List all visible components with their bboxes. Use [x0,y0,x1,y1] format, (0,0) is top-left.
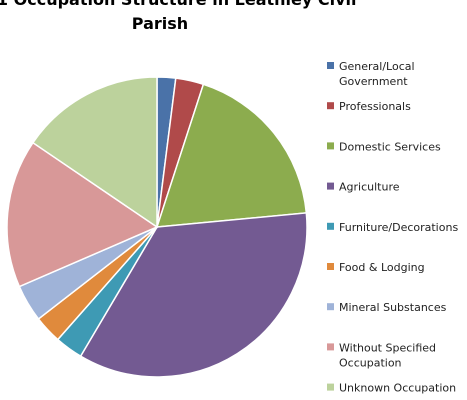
pie-slice [31,76,158,229]
legend-entry: Agriculture [327,181,400,194]
legend-entry: Domestic Services [327,140,441,153]
legend-swatch [327,222,334,230]
legend-label: Without Specified [339,341,436,354]
legend-swatch [327,142,334,150]
legend-entry: Furniture/Decorations [327,221,458,234]
legend-label: Mineral Substances [339,301,447,314]
legend-swatch [327,343,334,351]
legend-swatch [327,383,334,391]
chart-legend: General/Local Government Professionals Dome… [327,60,458,395]
legend-entry: Professionals [327,100,411,113]
legend-label: Government [339,75,408,88]
pie-slice [155,83,308,228]
legend-label: Furniture/Decorations [339,221,458,234]
legend-swatch [327,182,334,190]
legend-entry: Unknown Occupation [327,382,456,395]
chart-title-line: Parish [132,14,188,33]
chart-title-line: 1881 Occupation Structure in Leathley Ci… [0,0,356,9]
legend-label: Occupation [339,356,402,369]
chart-title: 1881 Occupation Structure in Leathley Ci… [0,0,356,33]
legend-swatch [327,263,334,270]
pie-slice [6,141,159,288]
legend-label: Unknown Occupation [339,382,456,395]
legend-swatch [327,62,334,69]
pie-slices [6,76,308,378]
legend-entry: Food & Lodging [327,261,425,274]
legend-swatch [327,303,334,311]
legend-label: Food & Lodging [339,261,425,274]
legend-label: Agriculture [339,181,400,194]
legend-label: Professionals [339,100,411,113]
legend-entry: General/Local Government [327,60,415,88]
legend-label: General/Local [339,60,415,73]
legend-label: Domestic Services [339,140,441,153]
legend-entry: Mineral Substances [327,301,447,314]
pie-slice [79,212,308,378]
legend-entry: Without Specified Occupation [327,341,436,369]
legend-swatch [327,102,334,110]
